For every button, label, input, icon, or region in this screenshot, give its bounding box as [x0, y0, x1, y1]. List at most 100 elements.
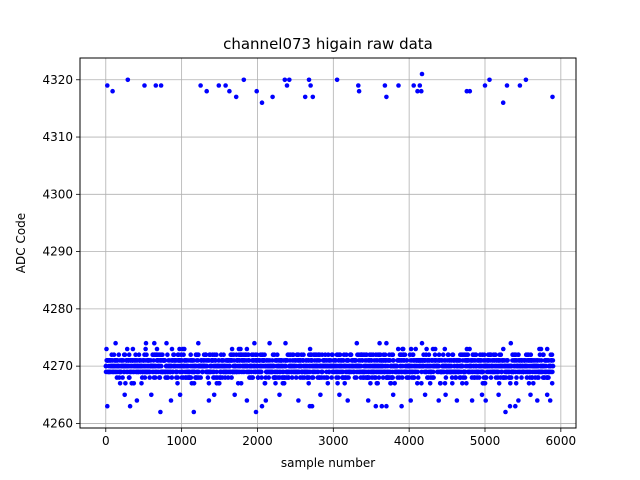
- data-point: [503, 409, 508, 415]
- data-point: [171, 352, 177, 358]
- data-point: [165, 375, 171, 380]
- data-point: [399, 375, 405, 380]
- data-point: [221, 352, 226, 358]
- data-point: [415, 381, 420, 386]
- data-point: [133, 352, 138, 358]
- data-point: [410, 352, 416, 358]
- data-point: [116, 375, 122, 380]
- data-point: [354, 375, 359, 380]
- data-point: [151, 358, 156, 363]
- data-point: [205, 375, 211, 380]
- data-point: [462, 375, 468, 380]
- data-point: [354, 340, 360, 346]
- data-point: [310, 94, 316, 100]
- data-point: [469, 398, 475, 403]
- data-point: [449, 375, 455, 380]
- data-point: [254, 88, 259, 94]
- data-point: [526, 381, 532, 386]
- data-point: [460, 363, 465, 369]
- data-point: [384, 403, 389, 409]
- x-tick-label: 6000: [546, 434, 577, 448]
- data-point: [122, 392, 127, 398]
- data-point: [273, 381, 278, 386]
- y-tick-label: 4280: [42, 302, 73, 316]
- data-point: [390, 375, 396, 380]
- data-point: [342, 381, 348, 386]
- data-point: [550, 369, 555, 375]
- data-point: [549, 381, 555, 386]
- data-point: [238, 346, 243, 352]
- data-point: [346, 375, 351, 380]
- data-point: [188, 375, 194, 380]
- y-axis-label: ADC Code: [14, 213, 28, 273]
- data-point: [334, 77, 340, 83]
- data-point: [254, 352, 260, 358]
- data-point: [353, 358, 359, 363]
- data-point: [147, 375, 152, 380]
- data-point: [344, 352, 349, 358]
- data-point: [227, 88, 232, 94]
- data-point: [177, 346, 182, 352]
- data-point: [195, 358, 201, 363]
- data-point: [175, 381, 180, 386]
- data-point: [483, 398, 489, 403]
- data-point: [443, 375, 449, 380]
- data-point: [196, 340, 201, 346]
- data-point: [154, 346, 160, 352]
- data-point: [136, 352, 142, 358]
- data-point: [388, 381, 394, 386]
- data-point: [498, 352, 504, 358]
- data-point: [169, 375, 175, 380]
- data-point: [517, 83, 523, 88]
- data-point: [436, 352, 442, 358]
- data-point: [426, 352, 432, 358]
- data-point: [431, 375, 436, 380]
- data-point: [267, 340, 272, 346]
- data-point: [337, 352, 343, 358]
- data-point: [480, 369, 486, 375]
- data-point: [513, 381, 519, 386]
- data-point: [368, 381, 373, 386]
- data-point: [432, 352, 438, 358]
- data-point: [204, 88, 209, 94]
- data-point: [142, 375, 148, 380]
- data-point: [546, 375, 551, 380]
- y-tick-label: 4310: [42, 130, 73, 144]
- data-point: [157, 375, 163, 380]
- data-point: [162, 358, 168, 363]
- data-point: [541, 352, 546, 358]
- data-point: [169, 346, 175, 352]
- data-point: [460, 381, 465, 386]
- data-point: [301, 352, 306, 358]
- data-point: [308, 83, 313, 88]
- data-point: [259, 403, 265, 409]
- data-point: [216, 83, 222, 88]
- data-point: [380, 375, 386, 380]
- x-axis-label: sample number: [281, 456, 375, 470]
- data-point: [496, 392, 501, 398]
- data-point: [310, 375, 316, 380]
- data-point: [296, 398, 301, 403]
- data-point: [507, 403, 513, 409]
- data-point: [229, 346, 235, 352]
- data-point: [134, 398, 140, 403]
- data-point: [126, 352, 132, 358]
- data-point: [427, 381, 433, 386]
- data-point: [122, 352, 128, 358]
- data-point: [270, 94, 275, 100]
- data-point: [227, 363, 233, 369]
- data-point: [501, 346, 506, 352]
- data-point: [325, 375, 330, 380]
- y-tick-label: 4290: [42, 245, 73, 259]
- data-point: [105, 403, 110, 409]
- data-point: [419, 381, 424, 386]
- x-tick-label: 3000: [318, 434, 349, 448]
- data-point: [225, 375, 231, 380]
- data-point: [281, 381, 287, 386]
- data-point: [391, 358, 396, 363]
- data-point: [229, 375, 234, 380]
- data-point: [467, 346, 472, 352]
- data-point: [514, 375, 519, 380]
- data-point: [482, 381, 488, 386]
- data-point: [250, 375, 256, 380]
